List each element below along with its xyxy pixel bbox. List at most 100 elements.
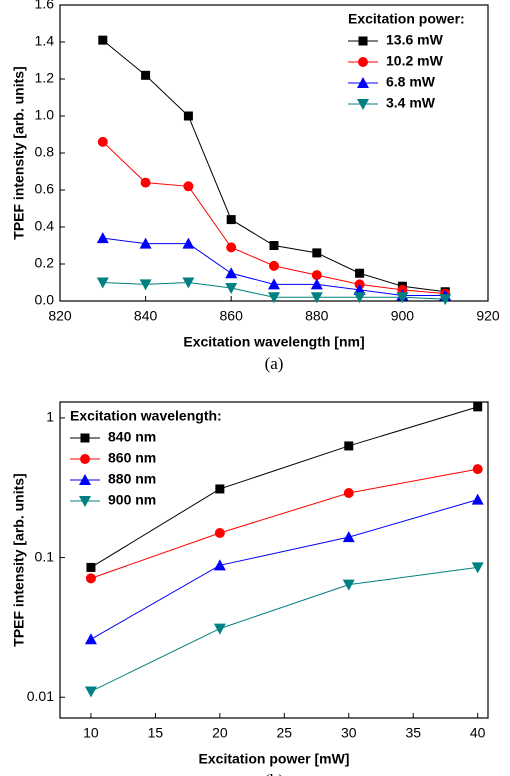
data-point [471, 562, 484, 574]
data-point [86, 562, 96, 572]
data-point [342, 579, 355, 591]
data-point [310, 292, 323, 304]
series-line [90, 468, 478, 579]
data-point [472, 464, 483, 475]
y-tick-label: 0.01 [27, 688, 54, 704]
y-tick-label: 1.4 [35, 33, 55, 49]
legend-label: 900 nm [108, 492, 156, 508]
x-tick-label: 30 [341, 725, 357, 741]
y-tick-label: 0.6 [35, 181, 55, 197]
series-line [90, 566, 478, 692]
x-tick-label: 900 [391, 308, 415, 324]
x-tick-label: 35 [405, 725, 421, 741]
y-tick-label: 1.0 [35, 107, 55, 123]
x-tick-label: 10 [83, 725, 99, 741]
data-point [342, 531, 355, 543]
x-axis-label: Excitation power [mW] [199, 751, 350, 767]
data-point [215, 484, 225, 494]
plot-frame [59, 4, 489, 302]
legend-marker [357, 77, 369, 88]
data-point [268, 292, 280, 304]
data-point [269, 260, 279, 271]
data-point [183, 111, 193, 121]
x-tick-label: 40 [470, 725, 486, 741]
data-point [473, 402, 483, 412]
legend-marker [358, 57, 368, 67]
y-tick-label: 0.1 [35, 548, 55, 564]
legend-marker [358, 36, 368, 46]
x-tick-label: 820 [48, 308, 72, 324]
data-point [355, 268, 365, 278]
data-point [214, 527, 225, 538]
x-tick-label: 15 [148, 725, 164, 741]
x-tick-label: 25 [277, 725, 293, 741]
data-point [343, 487, 354, 498]
y-tick-label: 0.2 [35, 255, 55, 271]
data-point [213, 623, 226, 635]
legend-marker [79, 474, 91, 485]
data-point [183, 181, 194, 192]
x-tick-label: 880 [305, 308, 329, 324]
legend-title: Excitation power: [348, 11, 465, 27]
legend-label: 3.4 mW [386, 95, 436, 111]
data-point [344, 441, 354, 451]
caption: (b) [264, 771, 284, 776]
data-point [310, 278, 323, 290]
y-tick-label: 0.8 [35, 144, 55, 160]
data-point [353, 283, 366, 295]
data-point [225, 267, 238, 279]
legend-marker [79, 496, 91, 507]
x-axis-label: Excitation wavelength [nm] [183, 334, 364, 350]
legend-label: 880 nm [108, 471, 156, 487]
data-point [98, 35, 108, 45]
data-point [140, 177, 151, 188]
y-tick-label: 0.4 [35, 218, 55, 234]
data-point [213, 559, 226, 571]
data-point [96, 232, 109, 244]
data-point [268, 278, 280, 290]
data-point [139, 237, 152, 249]
data-point [471, 493, 484, 505]
y-tick-label: 1.2 [35, 70, 55, 86]
data-point [312, 248, 322, 258]
data-point [84, 686, 97, 698]
caption: (a) [265, 354, 284, 373]
y-axis-label: TPEF intensity [arb. units] [11, 473, 27, 646]
data-point [96, 277, 109, 289]
legend-title: Excitation wavelength: [70, 408, 222, 424]
series-line [90, 406, 478, 568]
data-point [269, 241, 279, 250]
data-point [85, 573, 96, 584]
data-point [141, 70, 151, 80]
series-line [90, 499, 478, 640]
data-point [353, 292, 366, 304]
x-tick-label: 860 [220, 308, 244, 324]
x-tick-label: 920 [476, 308, 500, 324]
y-tick-label: 1 [46, 409, 54, 425]
data-point [139, 279, 152, 291]
y-tick-label: 1.6 [35, 0, 55, 12]
x-tick-label: 20 [212, 725, 228, 741]
data-point [225, 283, 238, 295]
legend-label: 840 nm [108, 429, 156, 445]
legend-marker [357, 99, 369, 110]
plot-frame [59, 401, 489, 719]
legend-marker [80, 433, 90, 443]
legend-label: 10.2 mW [386, 53, 444, 69]
data-point [439, 294, 452, 306]
data-point [311, 270, 322, 281]
data-point [182, 237, 195, 249]
legend-marker [80, 454, 90, 464]
data-point [226, 242, 237, 253]
data-point [396, 292, 409, 304]
x-tick-label: 840 [134, 308, 158, 324]
data-point [226, 215, 236, 225]
data-point [84, 633, 97, 645]
data-point [97, 136, 108, 147]
legend-label: 860 nm [108, 450, 156, 466]
legend-label: 13.6 mW [386, 32, 444, 48]
data-point [182, 277, 195, 289]
y-axis-label: TPEF intensity [arb. units] [11, 66, 27, 239]
y-tick-label: 0.0 [35, 292, 55, 308]
legend-label: 6.8 mW [386, 74, 436, 90]
